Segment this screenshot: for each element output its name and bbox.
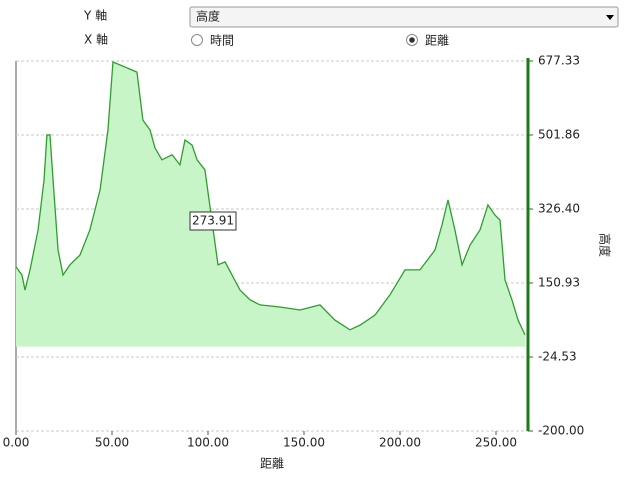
radio[interactable]	[191, 34, 203, 46]
y-tick-label: 150.93	[538, 276, 580, 290]
y-tick-label: 501.86	[538, 128, 580, 142]
x-tick-label: 150.00	[283, 436, 325, 450]
y-tick-label: -200.00	[538, 424, 584, 438]
dropdown-value[interactable]: 高度	[196, 9, 220, 24]
y-select[interactable]: 高度	[189, 6, 619, 28]
y-axis-title: 高度	[598, 233, 613, 257]
y-tick-label: 677.33	[538, 54, 580, 68]
dropdown[interactable]	[189, 6, 619, 28]
x-tick-label: 0.00	[3, 436, 30, 450]
x-tick-label: 50.00	[95, 436, 129, 450]
x-tick-label: 200.00	[379, 436, 421, 450]
radio-label[interactable]: 距離	[425, 34, 449, 48]
x-axis-title: 距離	[260, 457, 284, 471]
x-tick-label: 250.00	[475, 436, 517, 450]
y-tick-label: -24.53	[538, 349, 577, 363]
area-fill	[16, 61, 525, 347]
dropdown-arrow[interactable]	[606, 15, 614, 20]
radio-label[interactable]: 時間	[210, 34, 234, 48]
x-tick-label: 100.00	[187, 436, 229, 450]
x-axis-select-label: X 軸	[84, 33, 108, 47]
y-axis-select-label: Y 軸	[83, 9, 107, 23]
y-tick-label: 326.40	[538, 201, 580, 215]
tooltip-box	[189, 211, 237, 231]
area-line	[15, 61, 526, 336]
radio-dot[interactable]	[409, 37, 415, 43]
tooltip-text: 273.91	[192, 214, 234, 228]
